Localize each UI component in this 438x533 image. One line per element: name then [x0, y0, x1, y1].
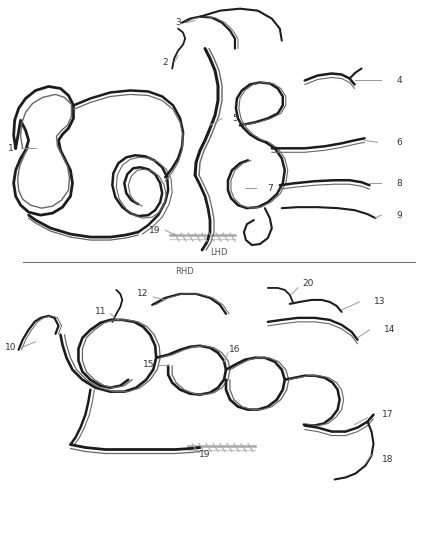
Text: 1: 1 [8, 144, 14, 153]
Text: 12: 12 [137, 289, 148, 298]
Text: 4: 4 [397, 76, 402, 85]
Text: 19: 19 [149, 225, 161, 235]
Text: 16: 16 [229, 345, 241, 354]
Text: 9: 9 [396, 211, 402, 220]
Text: RHD: RHD [175, 267, 194, 276]
Text: 3: 3 [175, 18, 181, 27]
Text: 8: 8 [396, 179, 402, 188]
Text: 14: 14 [384, 325, 395, 334]
Text: 15: 15 [142, 360, 154, 369]
Text: LHD: LHD [210, 248, 228, 257]
Text: 11: 11 [95, 308, 106, 317]
Text: 7: 7 [267, 184, 273, 193]
Text: 20: 20 [302, 279, 314, 288]
Text: 5: 5 [232, 114, 238, 123]
Text: 13: 13 [374, 297, 385, 306]
Text: 2: 2 [162, 58, 168, 67]
Text: 10: 10 [5, 343, 16, 352]
Text: 6: 6 [396, 138, 402, 147]
Text: 18: 18 [381, 455, 393, 464]
Text: 17: 17 [381, 410, 393, 419]
Text: 19: 19 [199, 450, 211, 459]
